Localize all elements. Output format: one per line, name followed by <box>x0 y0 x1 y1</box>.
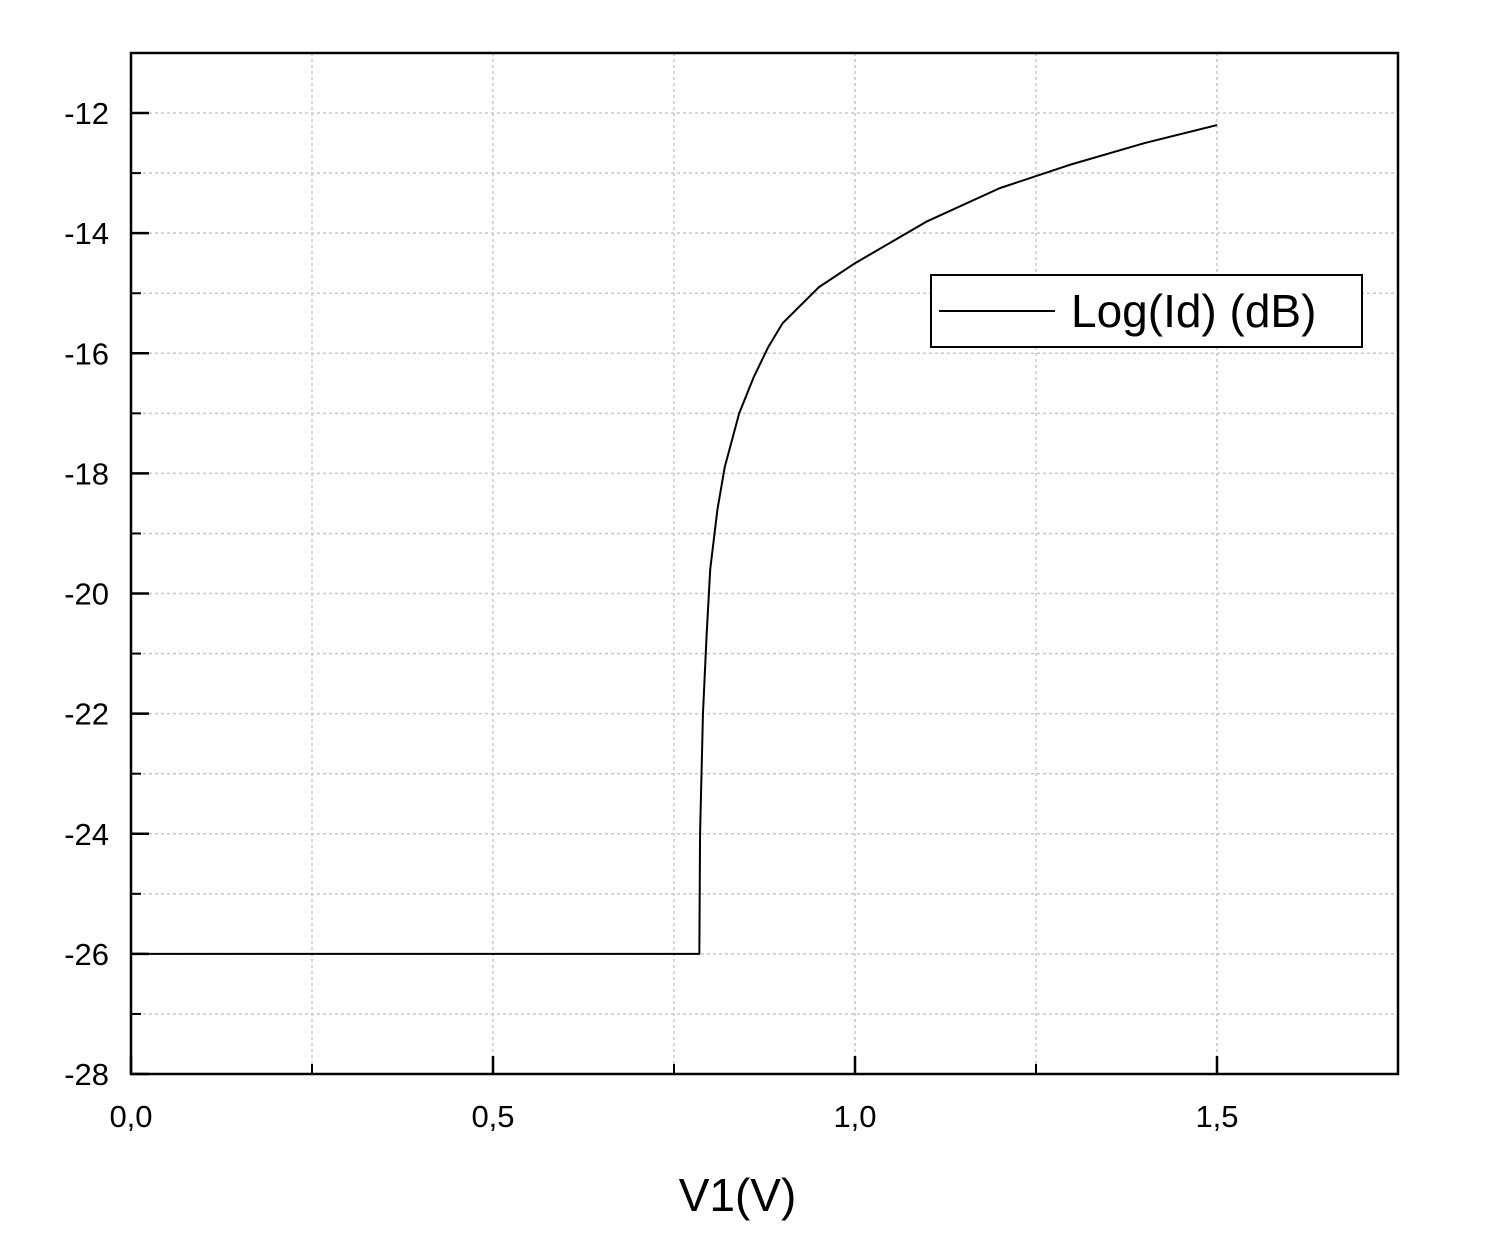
y-tick-label: -16 <box>64 336 109 371</box>
legend-label: Log(Id) (dB) <box>1071 285 1316 337</box>
x-tick-label: 1,0 <box>833 1099 876 1134</box>
x-axis-title: V1(V) <box>679 1169 797 1221</box>
y-tick-label: -22 <box>64 697 109 732</box>
y-tick-label: -26 <box>64 937 109 972</box>
y-tick-label: -14 <box>64 216 109 251</box>
x-tick-label: 0,5 <box>471 1099 514 1134</box>
y-tick-label: -18 <box>64 456 109 491</box>
legend: Log(Id) (dB) <box>930 274 1363 348</box>
y-tick-label: -12 <box>64 96 109 131</box>
y-tick-label: -28 <box>64 1057 109 1092</box>
series-line <box>131 124 1218 955</box>
tick-label-layer: 0,0 0,5 1,0 1,5 -12 -14 -16 -18 -20 -22 -24 -26 -28 <box>64 96 1238 1134</box>
y-tick-label: -20 <box>64 577 109 612</box>
x-tick-label: 0,0 <box>109 1099 152 1134</box>
plot-frame <box>129 51 1400 1076</box>
y-tick-label: -24 <box>64 817 109 852</box>
x-tick-label: 1,5 <box>1195 1099 1238 1134</box>
series-layer <box>131 124 1218 955</box>
